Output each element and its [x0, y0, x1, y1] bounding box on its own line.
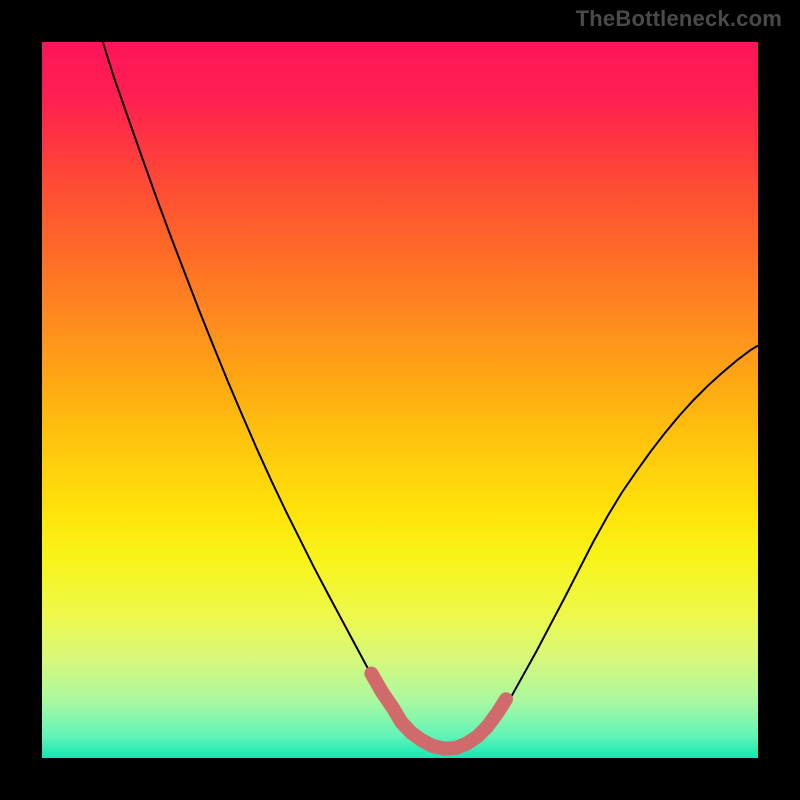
watermark-text: TheBottleneck.com: [576, 6, 782, 32]
bottleneck-curve: [103, 42, 758, 754]
chart-overlay: [42, 42, 758, 758]
chart-plot-area: [42, 42, 758, 758]
optimal-range-highlight: [371, 674, 506, 749]
